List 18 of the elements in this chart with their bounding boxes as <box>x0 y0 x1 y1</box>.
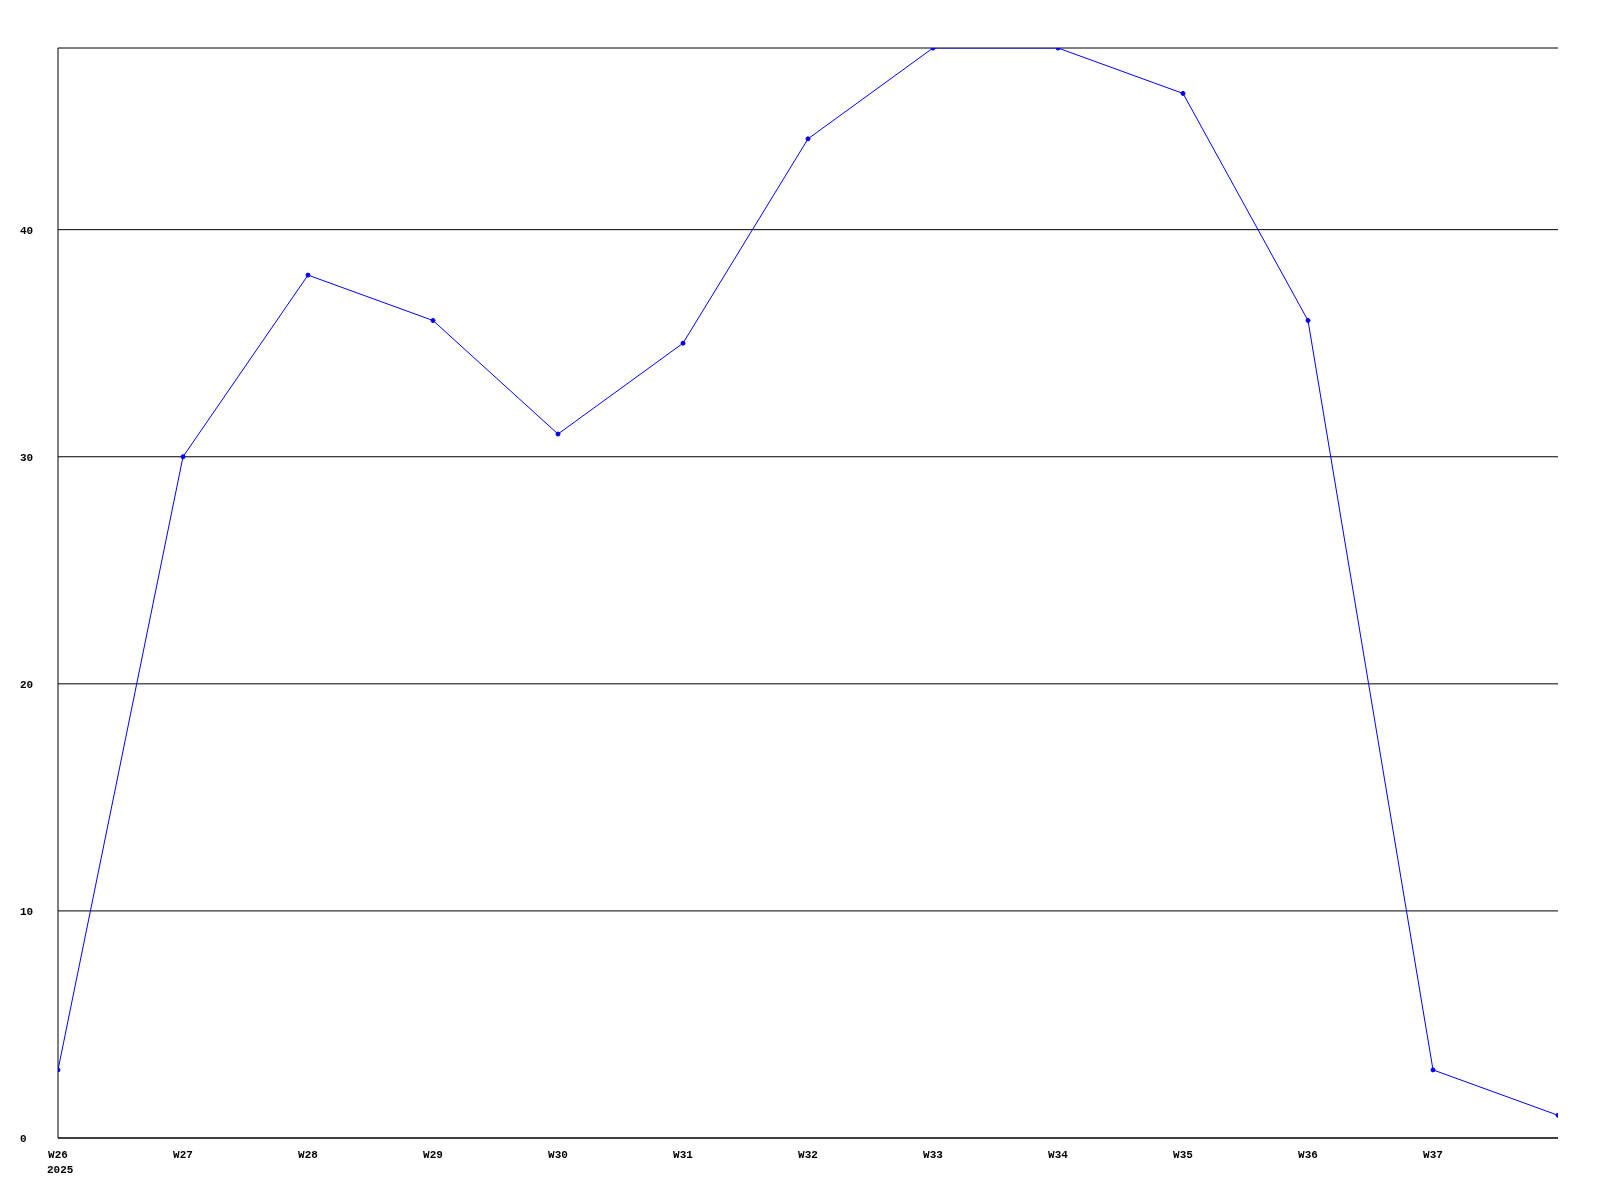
x-tick-label: W32 <box>798 1149 818 1161</box>
text: 2025 <box>47 1164 74 1176</box>
x-tick-label: W37 <box>1423 1149 1443 1161</box>
x-tick-label: W34 <box>1048 1149 1069 1161</box>
x-tick-label: W27 <box>173 1149 193 1161</box>
x-tick-label: W33 <box>923 1149 944 1161</box>
x-tick-label: W30 <box>548 1149 568 1161</box>
y-tick-label: 20 <box>20 678 34 691</box>
y-tick-label: 40 <box>20 224 34 237</box>
y-tick-label: 10 <box>20 905 34 918</box>
x-tick-label: W36 <box>1298 1149 1318 1161</box>
x-tick-label: W31 <box>673 1149 694 1161</box>
x-tick-label: W29 <box>423 1149 443 1161</box>
y-tick-label: 0 <box>20 1132 27 1145</box>
x-tick-label: W35 <box>1173 1149 1194 1161</box>
x-tick-label: W28 <box>298 1149 319 1161</box>
x-tick-label: W26 <box>48 1149 68 1161</box>
y-tick-label: 30 <box>20 451 34 464</box>
